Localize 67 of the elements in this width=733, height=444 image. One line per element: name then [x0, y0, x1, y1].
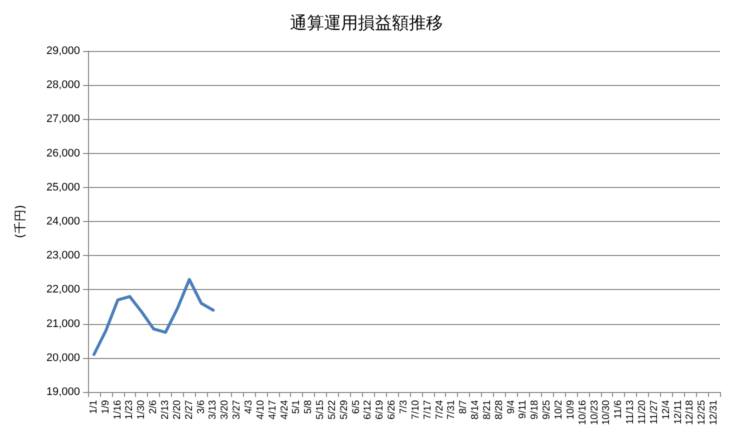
x-tick-label: 1/16	[112, 400, 124, 420]
x-tick-label: 12/4	[660, 400, 672, 420]
x-tick-label: 1/1	[88, 400, 100, 414]
x-tick-label: 5/1	[291, 400, 302, 414]
x-tick-label: 6/19	[374, 400, 386, 420]
x-tick-label: 11/13	[625, 400, 636, 424]
line-series	[92, 278, 215, 356]
y-axis-title: (千円)	[13, 204, 27, 238]
y-tick-label: 27,000	[46, 113, 80, 126]
x-tick-label: 10/30	[601, 400, 612, 426]
x-tick-label: 7/3	[398, 400, 410, 414]
x-tick-label: 10/2	[554, 400, 565, 420]
x-tick-label: 10/9	[565, 400, 576, 420]
y-tick-label: 25,000	[46, 181, 80, 194]
x-tick-label: 12/11	[672, 400, 684, 424]
y-tick-label: 22,000	[46, 284, 80, 296]
x-tick-label: 7/17	[422, 400, 434, 420]
x-tick-label: 1/30	[136, 400, 148, 420]
x-tick-label: 12/25	[696, 400, 708, 426]
x-tick-label: 7/24	[434, 400, 446, 420]
x-tick-label: 4/3	[243, 400, 254, 414]
chart-title: 通算運用損益額推移	[290, 14, 443, 34]
x-tick-label: 10/16	[577, 400, 588, 426]
y-tick-label: 29,000	[46, 45, 80, 57]
x-tick-label: 11/27	[648, 400, 660, 424]
y-tick-label: 20,000	[46, 352, 80, 364]
x-tick-label: 9/25	[542, 400, 553, 420]
x-tick-label: 12/31	[708, 400, 720, 426]
x-tick-label: 1/23	[124, 400, 136, 420]
y-tick-label: 26,000	[46, 147, 80, 160]
x-tick-label: 5/22	[326, 400, 338, 420]
x-tick-label: 2/13	[160, 400, 172, 420]
x-tick-label: 3/6	[196, 400, 207, 414]
x-tick-label: 6/12	[362, 400, 374, 420]
x-tick-label: 11/20	[636, 400, 648, 424]
x-tick-label: 2/6	[148, 400, 160, 414]
x-tick-label: 4/24	[279, 400, 290, 420]
x-tick-label: 8/7	[458, 400, 470, 414]
x-tick-label: 3/27	[232, 400, 243, 420]
x-tick-label: 8/14	[470, 400, 482, 420]
x-tick-label: 9/11	[518, 400, 529, 419]
x-tick-label: 8/28	[494, 400, 505, 420]
x-tick-label: 11/6	[613, 400, 624, 419]
x-tick-label: 10/23	[589, 400, 600, 426]
x-tick-label: 9/4	[506, 400, 517, 414]
x-tick-label: 5/15	[315, 400, 326, 420]
y-tick-label: 23,000	[46, 250, 80, 262]
x-tick-label: 1/9	[100, 400, 112, 414]
x-tick-label: 2/20	[172, 400, 183, 420]
x-tick-label: 9/18	[530, 400, 541, 420]
x-tick-label: 8/21	[482, 400, 493, 420]
y-tick-label: 24,000	[46, 216, 80, 228]
x-tick-label: 7/10	[410, 400, 422, 420]
y-tick-label: 21,000	[46, 318, 80, 330]
y-tick-label: 19,000	[46, 386, 80, 398]
x-tick-label: 6/26	[386, 400, 398, 420]
x-tick-label: 3/13	[208, 400, 219, 420]
y-tick-label: 28,000	[46, 79, 80, 92]
x-tick-label: 6/5	[350, 400, 362, 414]
x-tick-label: 5/8	[303, 400, 314, 414]
x-tick-label: 5/29	[338, 400, 350, 420]
x-tick-label: 12/18	[684, 400, 696, 426]
x-tick-label: 2/27	[184, 400, 195, 420]
x-tick-label: 7/31	[446, 400, 458, 420]
x-tick-label: 4/10	[255, 400, 266, 420]
x-tick-label: 4/17	[267, 400, 278, 420]
x-tick-label: 3/20	[220, 400, 231, 420]
